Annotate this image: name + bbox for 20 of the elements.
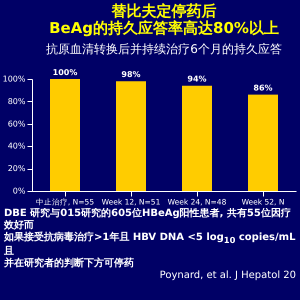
text: 并在研究者的判断下方可停药: [4, 258, 135, 270]
text: 如果接受抗病毒治疗>1年且 HBV DNA <5 log$_{10}$ copies/mL 且: [4, 232, 296, 257]
chart-subtitle: 抗原血清转换后并持续治疗6个月的持久应答: [46, 42, 282, 56]
text: Poynard, et al. J Hepatol 20: [158, 270, 296, 282]
bar: [182, 86, 212, 191]
bar: [116, 81, 146, 191]
y-tick-label: 80%: [8, 96, 26, 106]
y-tick-label: 20%: [8, 164, 26, 174]
y-tick-label: 60%: [8, 119, 26, 128]
y-tick-label: 100%: [2, 74, 26, 84]
y-tick-label: 0%: [12, 186, 26, 196]
data-label: 98%: [121, 70, 141, 80]
data-label: 94%: [187, 74, 207, 84]
bar: [248, 94, 278, 191]
text: BeAg的持久应答率高达80%以上: [49, 19, 279, 37]
y-tick-label: 40%: [8, 142, 26, 151]
text: 替比夫定停药后: [112, 2, 216, 20]
bar: [50, 79, 80, 191]
data-label: 86%: [253, 84, 273, 93]
data-label: 100%: [52, 68, 78, 77]
